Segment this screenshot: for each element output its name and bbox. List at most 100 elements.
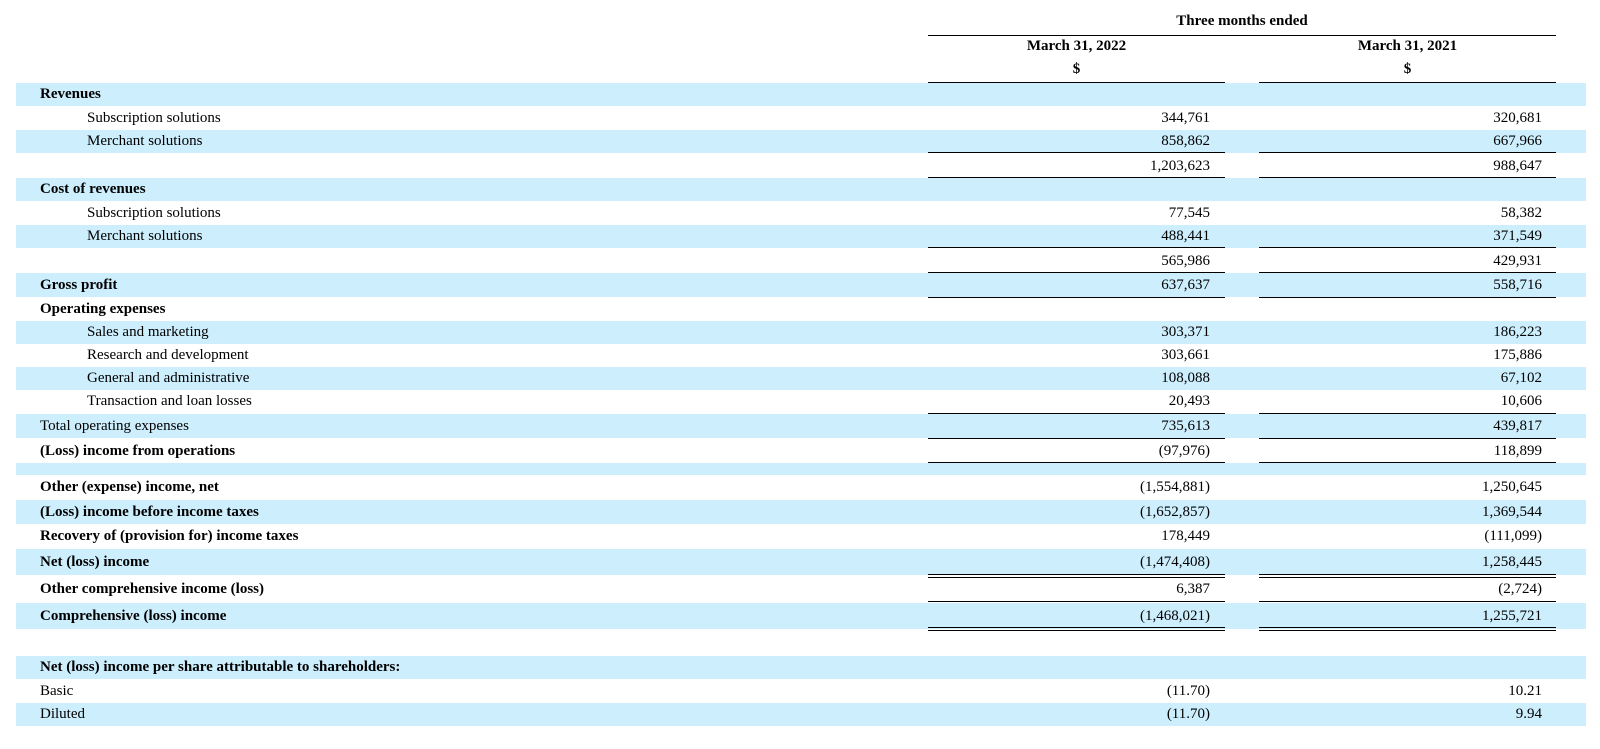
comprehensive-loss-income-row: Comprehensive (loss) income (1,468,021) 1,… bbox=[16, 603, 1586, 629]
cost-subscription-solutions-row: Subscription solutions 77,545 58,382 bbox=[16, 202, 1586, 224]
value-2022: 1,203,623 bbox=[1150, 158, 1210, 174]
value-2021: 118,899 bbox=[1493, 443, 1542, 459]
row-label: Comprehensive (loss) income bbox=[40, 608, 227, 624]
revenues-heading-row: Revenues bbox=[16, 83, 1586, 106]
revenue-merchant-solutions-row: Merchant solutions 858,862 667,966 bbox=[16, 130, 1586, 153]
revenue-total-row: 1,203,623 988,647 bbox=[16, 154, 1586, 178]
other-expense-income-net-row: Other (expense) income, net (1,554,881) 1,… bbox=[16, 476, 1586, 499]
row-label: Other (expense) income, net bbox=[40, 479, 219, 495]
subtotal-rule bbox=[1259, 177, 1556, 178]
row-label: Recovery of (provision for) income taxes bbox=[40, 528, 299, 544]
value-2022: 6,387 bbox=[1176, 581, 1210, 597]
row-label: Diluted bbox=[40, 706, 85, 722]
column-currency-2022: $ bbox=[1072, 61, 1081, 77]
row-label: Subscription solutions bbox=[87, 205, 221, 221]
value-2021: 186,223 bbox=[1493, 324, 1542, 340]
value-2021: (111,099) bbox=[1484, 528, 1542, 544]
cost-of-revenues-total-row: 565,986 429,931 bbox=[16, 249, 1586, 273]
subtotal-rule bbox=[928, 177, 1225, 178]
spacer-row-row bbox=[16, 463, 1586, 475]
double-rule bbox=[928, 574, 1225, 578]
value-2021: 10,606 bbox=[1500, 393, 1542, 409]
row-label: General and administrative bbox=[87, 370, 250, 386]
value-2021: 439,817 bbox=[1493, 418, 1542, 434]
operating-expenses-heading-row: Operating expenses bbox=[16, 298, 1586, 320]
subtotal-rule bbox=[1259, 438, 1556, 439]
row-label: Revenues bbox=[40, 86, 101, 102]
value-2022: 735,613 bbox=[1161, 418, 1210, 434]
subtotal-rule bbox=[928, 272, 1225, 273]
value-2021: 58,382 bbox=[1500, 205, 1542, 221]
value-2021: 558,716 bbox=[1493, 277, 1542, 293]
value-2022: (11.70) bbox=[1166, 706, 1210, 722]
double-rule bbox=[1259, 574, 1556, 578]
value-2022: 303,371 bbox=[1161, 324, 1210, 340]
value-2021: 667,966 bbox=[1493, 133, 1542, 149]
basic-eps-row: Basic (11.70) 10.21 bbox=[16, 680, 1586, 702]
subtotal-rule bbox=[1259, 152, 1556, 153]
header-underline bbox=[1259, 82, 1556, 83]
value-2022: (1,554,881) bbox=[1140, 479, 1210, 495]
value-2021: 1,369,544 bbox=[1482, 504, 1542, 520]
value-2022: 488,441 bbox=[1161, 228, 1210, 244]
research-and-development-row: Research and development 303,661 175,886 bbox=[16, 344, 1586, 366]
value-2022: 858,862 bbox=[1161, 133, 1210, 149]
value-2022: (11.70) bbox=[1166, 683, 1210, 699]
column-date-2022: March 31, 2022 bbox=[1026, 38, 1127, 54]
general-and-administrative-row: General and administrative 108,088 67,102 bbox=[16, 367, 1586, 390]
value-2021: 9.94 bbox=[1515, 706, 1542, 722]
row-label: Merchant solutions bbox=[87, 228, 203, 244]
row-label: Total operating expenses bbox=[40, 418, 189, 434]
value-2021: 10.21 bbox=[1508, 683, 1542, 699]
subtotal-rule bbox=[1259, 601, 1556, 602]
loss-income-from-operations-row: (Loss) income from operations (97,976) 118… bbox=[16, 439, 1586, 463]
value-2022: 637,637 bbox=[1161, 277, 1210, 293]
value-2021: 320,681 bbox=[1493, 110, 1542, 126]
transaction-and-loan-losses-row: Transaction and loan losses 20,493 10,606 bbox=[16, 390, 1586, 413]
row-label: Transaction and loan losses bbox=[87, 393, 252, 409]
row-label: Research and development bbox=[87, 347, 249, 363]
value-2021: 429,931 bbox=[1493, 253, 1542, 269]
row-label: Subscription solutions bbox=[87, 110, 221, 126]
column-currency-2021: $ bbox=[1403, 61, 1412, 77]
value-2022: 344,761 bbox=[1161, 110, 1210, 126]
net-loss-income-row: Net (loss) income (1,474,408) 1,258,445 bbox=[16, 549, 1586, 575]
row-label: Sales and marketing bbox=[87, 324, 209, 340]
subtotal-rule bbox=[928, 247, 1225, 248]
value-2021: 1,255,721 bbox=[1482, 608, 1542, 624]
total-operating-expenses-row: Total operating expenses 735,613 439,817 bbox=[16, 414, 1586, 438]
value-2022: (97,976) bbox=[1158, 443, 1210, 459]
row-label: Cost of revenues bbox=[40, 181, 146, 197]
recovery-of-income-taxes-row: Recovery of (provision for) income taxes… bbox=[16, 525, 1586, 548]
subtotal-rule bbox=[1259, 297, 1556, 298]
value-2021: 371,549 bbox=[1493, 228, 1542, 244]
subtotal-rule bbox=[1259, 272, 1556, 273]
subtotal-rule bbox=[928, 438, 1225, 439]
subtotal-rule bbox=[928, 297, 1225, 298]
value-2022: 303,661 bbox=[1161, 347, 1210, 363]
value-2022: (1,652,857) bbox=[1140, 504, 1210, 520]
value-2022: 108,088 bbox=[1161, 370, 1210, 386]
sales-and-marketing-row: Sales and marketing 303,371 186,223 bbox=[16, 321, 1586, 344]
loss-income-before-income-taxes-row: (Loss) income before income taxes (1,652,… bbox=[16, 500, 1586, 524]
row-label: Merchant solutions bbox=[87, 133, 203, 149]
value-2022: (1,468,021) bbox=[1140, 608, 1210, 624]
period-title-rule bbox=[928, 35, 1556, 36]
subtotal-rule bbox=[1259, 413, 1556, 414]
subtotal-rule bbox=[928, 462, 1225, 463]
value-2022: 20,493 bbox=[1168, 393, 1210, 409]
spacer-row-row bbox=[16, 629, 1586, 656]
row-label: Gross profit bbox=[40, 277, 118, 293]
other-comprehensive-income-row: Other comprehensive income (loss) 6,387 (2… bbox=[16, 576, 1586, 602]
subtotal-rule bbox=[1259, 462, 1556, 463]
cost-of-revenues-heading-row: Cost of revenues bbox=[16, 178, 1586, 201]
value-2022: 77,545 bbox=[1168, 205, 1210, 221]
subtotal-rule bbox=[928, 601, 1225, 602]
value-2022: 565,986 bbox=[1161, 253, 1210, 269]
gross-profit-row: Gross profit 637,637 558,716 bbox=[16, 273, 1586, 297]
value-2021: 1,250,645 bbox=[1482, 479, 1542, 495]
row-label: (Loss) income before income taxes bbox=[40, 504, 259, 520]
period-title: Three months ended bbox=[1176, 13, 1308, 29]
value-2022: (1,474,408) bbox=[1140, 554, 1210, 570]
